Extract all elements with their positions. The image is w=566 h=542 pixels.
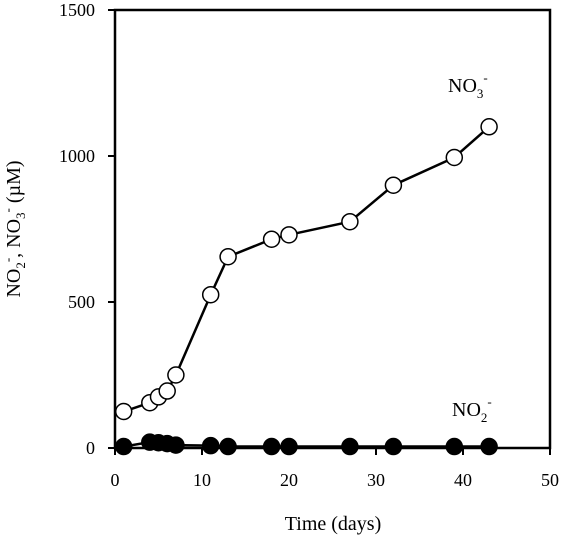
data-point-no2 <box>341 437 359 456</box>
x-axis-title: Time (days) <box>285 513 381 535</box>
series-label-no3-sup: - <box>483 70 487 85</box>
y-tick-label: 500 <box>68 292 95 312</box>
y-axis-title-unit: (µM) <box>3 160 25 208</box>
data-point-no3 <box>341 212 359 231</box>
x-axis-ticks: 0 10 20 30 40 50 <box>111 448 559 490</box>
x-tick-label: 0 <box>111 470 120 490</box>
data-point-no3 <box>219 247 237 266</box>
x-tick-label: 30 <box>367 470 385 490</box>
data-point-no3 <box>114 402 133 421</box>
y-axis-title-base-a: NO <box>3 269 25 298</box>
series-label-no3: NO3- <box>448 70 488 101</box>
series-layer <box>114 118 498 456</box>
data-point-no2 <box>167 436 185 454</box>
plot-frame <box>113 8 552 450</box>
series-label-no2: NO2- <box>452 394 492 425</box>
y-tick-label: 1500 <box>59 0 95 20</box>
data-point-no3 <box>158 382 176 400</box>
y-axis-title: NO2-, NO3- (µM) <box>0 160 28 297</box>
data-point-no2 <box>280 437 298 456</box>
y-axis-title-sub-b: 3 <box>13 212 28 219</box>
y-tick-label: 0 <box>86 438 95 458</box>
data-point-no3 <box>262 230 281 248</box>
series-label-no3-sub: 3 <box>477 86 484 101</box>
data-point-no2 <box>384 437 403 456</box>
series-label-no2-sup: - <box>487 394 491 409</box>
data-point-no3 <box>280 226 298 244</box>
y-axis-ticks: 0 500 1000 1500 <box>59 0 115 458</box>
data-point-no3 <box>167 366 185 384</box>
data-point-no3 <box>445 148 464 167</box>
y-axis-title-sub-a: 2 <box>13 262 28 269</box>
x-tick-label: 40 <box>454 470 472 490</box>
series-label-no3-base: NO <box>448 75 477 97</box>
data-point-no3 <box>384 176 403 194</box>
data-point-no2 <box>114 437 133 456</box>
x-tick-label: 50 <box>541 470 559 490</box>
data-point-no3 <box>480 118 498 136</box>
data-point-no2 <box>201 436 220 455</box>
x-tick-label: 10 <box>193 470 211 490</box>
series-label-no2-sub: 2 <box>481 410 488 425</box>
data-point-no2 <box>262 437 281 456</box>
y-axis-title-sep: , NO <box>3 219 25 258</box>
y-axis-title-sup-a: - <box>0 258 15 262</box>
y-tick-label: 1000 <box>59 146 95 166</box>
series-label-no2-base: NO <box>452 399 481 421</box>
data-point-no3 <box>201 285 220 304</box>
data-point-no2 <box>480 437 498 456</box>
data-point-no2 <box>445 437 464 456</box>
x-tick-label: 20 <box>280 470 298 490</box>
y-axis-title-sup-b: - <box>0 208 15 212</box>
data-point-no2 <box>219 437 237 456</box>
